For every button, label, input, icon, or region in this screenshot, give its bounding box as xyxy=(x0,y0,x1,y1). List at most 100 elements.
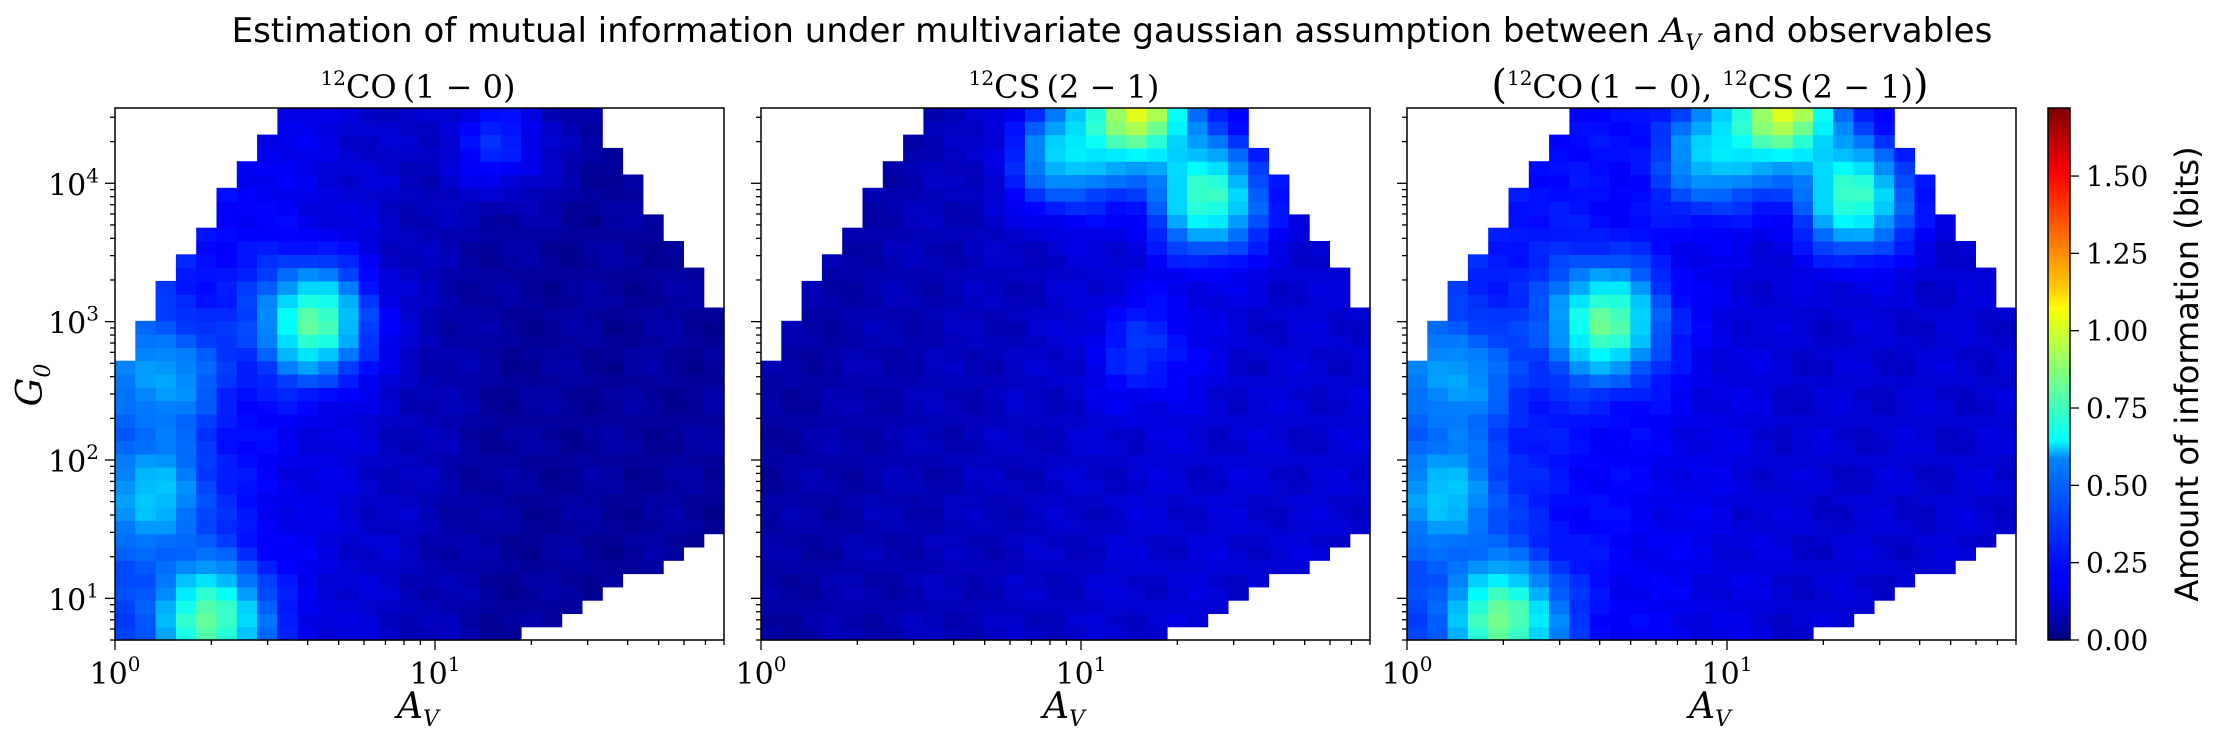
heatmap-cell xyxy=(561,560,583,575)
heatmap-cell xyxy=(1045,520,1067,535)
heatmap-cell xyxy=(1853,400,1875,415)
heatmap-cell xyxy=(1853,546,1875,561)
heatmap-cell xyxy=(1024,134,1046,149)
heatmap-cell xyxy=(1167,187,1188,202)
heatmap-cell xyxy=(358,440,380,455)
heatmap-cell xyxy=(561,267,583,282)
heatmap-cell xyxy=(1853,573,1875,588)
heatmap-cell xyxy=(984,546,1006,561)
heatmap-cell xyxy=(1711,161,1733,176)
heatmap-cell xyxy=(801,520,823,535)
heatmap-cell xyxy=(480,427,502,442)
heatmap-cell xyxy=(1610,546,1631,561)
heatmap-cell xyxy=(964,241,985,255)
heatmap-cell xyxy=(663,334,684,348)
heatmap-cell xyxy=(581,121,603,136)
heatmap-cell xyxy=(862,280,884,295)
heatmap-cell xyxy=(964,387,985,402)
heatmap-cell xyxy=(1650,294,1672,309)
heatmap-cell xyxy=(903,626,924,641)
heatmap-cell xyxy=(1670,241,1692,255)
heatmap-cell xyxy=(1248,387,1270,402)
heatmap-cell xyxy=(663,440,684,455)
heatmap-cell xyxy=(1227,254,1249,269)
heatmap-cell xyxy=(358,600,380,614)
heatmap-cell xyxy=(419,227,441,242)
heatmap-cell xyxy=(521,453,542,468)
heatmap-cell xyxy=(338,254,360,269)
heatmap-cell xyxy=(1407,387,1428,402)
heatmap-cell xyxy=(761,387,782,402)
heatmap-cell xyxy=(1772,467,1794,481)
heatmap-cell xyxy=(1227,520,1249,535)
heatmap-cell xyxy=(419,400,441,415)
heatmap-cell xyxy=(1488,507,1510,521)
heatmap-cell xyxy=(1309,280,1330,295)
heatmap-cell xyxy=(1589,613,1611,628)
heatmap-cell xyxy=(1833,174,1855,189)
heatmap-cell xyxy=(1914,241,1936,255)
heatmap-cell xyxy=(1589,174,1611,189)
heatmap-cell xyxy=(1691,453,1713,468)
heatmap-cell xyxy=(277,374,299,388)
heatmap-cell xyxy=(257,201,278,215)
heatmap-cell xyxy=(703,480,725,495)
heatmap-cell xyxy=(1004,307,1026,322)
heatmap-cell xyxy=(1427,467,1449,481)
heatmap-cell xyxy=(257,147,278,162)
heatmap-cell xyxy=(1187,227,1209,242)
heatmap-cell xyxy=(1045,387,1067,402)
heatmap-cell xyxy=(297,267,319,282)
heatmap-cell xyxy=(1975,427,1997,442)
heatmap-cell xyxy=(581,467,603,481)
heatmap-cell xyxy=(683,294,705,309)
heatmap-cell xyxy=(842,400,864,415)
heatmap-cell xyxy=(378,254,400,269)
heatmap-cell xyxy=(1288,320,1310,335)
heatmap-cell xyxy=(1106,360,1127,375)
heatmap-cell xyxy=(1106,307,1127,322)
heatmap-cell xyxy=(1752,280,1773,295)
heatmap-cell xyxy=(1146,626,1168,641)
heatmap-cell xyxy=(1934,560,1956,575)
heatmap-cell xyxy=(378,413,400,428)
heatmap-cell xyxy=(801,546,823,561)
heatmap-cell xyxy=(1610,387,1631,402)
heatmap-cell xyxy=(1894,280,1916,295)
heatmap-cell xyxy=(1085,573,1107,588)
heatmap-cell xyxy=(1589,400,1611,415)
heatmap-cell xyxy=(1569,453,1591,468)
heatmap-cell xyxy=(1528,600,1550,614)
heatmap-cell xyxy=(358,546,380,561)
heatmap-cell xyxy=(1914,493,1936,508)
heatmap-cell xyxy=(358,227,380,242)
heatmap-cell xyxy=(1004,613,1026,628)
heatmap-cell xyxy=(964,108,985,122)
heatmap-cell xyxy=(1650,134,1672,149)
heatmap-cell xyxy=(297,400,319,415)
heatmap-cell xyxy=(419,374,441,388)
heatmap-cell xyxy=(1995,400,2017,415)
heatmap-cell xyxy=(1569,360,1591,375)
heatmap-cell xyxy=(1085,187,1107,202)
heatmap-cell xyxy=(781,520,803,535)
heatmap-cell xyxy=(1650,360,1672,375)
heatmap-cell xyxy=(338,320,360,335)
heatmap-cell xyxy=(1833,427,1855,442)
heatmap-cell xyxy=(1329,334,1351,348)
heatmap-cell xyxy=(1569,161,1591,176)
heatmap-cell xyxy=(642,427,664,442)
heatmap-cell xyxy=(135,400,157,415)
heatmap-cell xyxy=(439,533,461,548)
heatmap-cell xyxy=(1207,254,1229,269)
heatmap-cell xyxy=(1528,241,1550,255)
heatmap-cell xyxy=(1731,254,1753,269)
heatmap-cell xyxy=(1792,573,1814,588)
heatmap-cell xyxy=(257,360,278,375)
heatmap-cell xyxy=(541,440,563,455)
heatmap-cell xyxy=(1349,507,1371,521)
heatmap-cell xyxy=(1004,161,1026,176)
heatmap-cell xyxy=(842,267,864,282)
heatmap-cell xyxy=(1024,227,1046,242)
heatmap-cell xyxy=(1106,134,1127,149)
